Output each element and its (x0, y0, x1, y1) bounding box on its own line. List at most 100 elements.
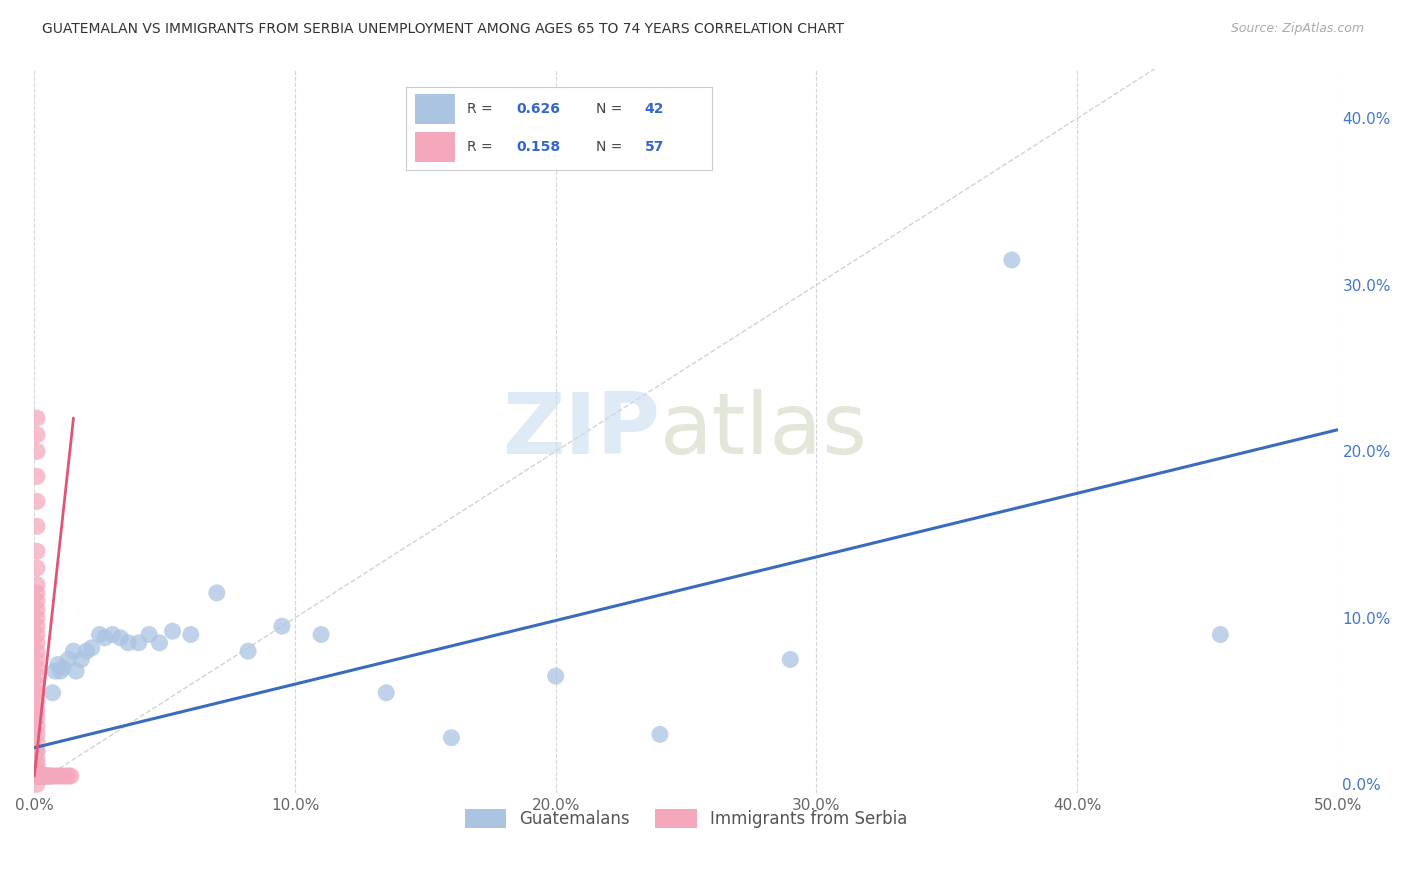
Point (41, 686, 63, 700)
Text: ZIP: ZIP (502, 389, 659, 472)
Point (62, 644, 84, 658)
Point (37, 769, 59, 783)
Point (25, 744, 48, 758)
Point (25, 769, 48, 783)
Point (205, 586, 228, 600)
Point (25, 669, 48, 683)
Point (101, 627, 124, 641)
Point (25, 494, 48, 508)
Point (89, 627, 111, 641)
Point (25, 577, 48, 591)
Point (39, 769, 62, 783)
Point (25, 757, 48, 772)
Point (25, 769, 48, 783)
Point (25, 769, 48, 783)
Point (25, 586, 48, 600)
Point (28, 769, 51, 783)
Point (34, 769, 56, 783)
Point (37, 769, 59, 783)
Point (25, 561, 48, 575)
Point (25, 627, 48, 641)
Text: Source: ZipAtlas.com: Source: ZipAtlas.com (1230, 22, 1364, 36)
Point (25, 711, 48, 725)
Point (65, 664, 87, 678)
Point (138, 627, 160, 641)
Point (25, 719, 48, 733)
Point (25, 652, 48, 666)
Point (28, 769, 51, 783)
Point (52, 661, 75, 675)
Point (25, 427, 48, 442)
Point (544, 669, 567, 683)
Point (779, 652, 801, 666)
Point (25, 594, 48, 608)
Point (25, 761, 48, 775)
Point (25, 411, 48, 425)
Point (162, 624, 184, 639)
Point (25, 744, 48, 758)
Point (25, 619, 48, 633)
Point (25, 544, 48, 558)
Point (648, 727, 671, 741)
Point (39, 769, 62, 783)
Point (375, 686, 398, 700)
Point (25, 769, 48, 783)
Point (28, 769, 51, 783)
Point (37, 769, 59, 783)
Point (31, 769, 53, 783)
Point (25, 752, 48, 766)
Point (25, 769, 48, 783)
Point (117, 636, 139, 650)
Point (309, 627, 332, 641)
Point (59, 769, 82, 783)
Point (25, 519, 48, 533)
Point (25, 769, 48, 783)
Point (58, 652, 80, 666)
Point (180, 627, 202, 641)
Point (46, 657, 69, 672)
Point (49, 664, 72, 678)
Point (34, 769, 56, 783)
Point (44, 664, 66, 678)
Point (25, 686, 48, 700)
Point (94, 631, 117, 645)
Point (25, 661, 48, 675)
Point (25, 677, 48, 691)
Text: GUATEMALAN VS IMMIGRANTS FROM SERBIA UNEMPLOYMENT AMONG AGES 65 TO 74 YEARS CORR: GUATEMALAN VS IMMIGRANTS FROM SERBIA UNE… (42, 22, 844, 37)
Point (25, 727, 48, 741)
Point (80, 640, 103, 655)
Point (25, 644, 48, 658)
Point (25, 469, 48, 483)
Point (25, 764, 48, 778)
Point (148, 636, 170, 650)
Point (34, 769, 56, 783)
Point (25, 736, 48, 750)
Point (28, 769, 51, 783)
Point (58, 769, 80, 783)
Point (1209, 627, 1232, 641)
Point (25, 602, 48, 616)
Point (236, 644, 259, 658)
Legend: Guatemalans, Immigrants from Serbia: Guatemalans, Immigrants from Serbia (458, 803, 914, 835)
Point (110, 631, 132, 645)
Point (49, 769, 72, 783)
Point (70, 652, 93, 666)
Point (25, 694, 48, 708)
Point (25, 702, 48, 716)
Point (55, 769, 77, 783)
Point (440, 731, 463, 745)
Point (31, 769, 53, 783)
Point (31, 769, 53, 783)
Point (46, 769, 69, 783)
Point (52, 769, 75, 783)
Text: atlas: atlas (659, 389, 868, 472)
Point (76, 644, 98, 658)
Point (128, 636, 150, 650)
Point (31, 769, 53, 783)
Point (41, 769, 63, 783)
Point (25, 777, 48, 791)
Point (271, 619, 294, 633)
Point (25, 611, 48, 625)
Point (28, 769, 51, 783)
Point (25, 769, 48, 783)
